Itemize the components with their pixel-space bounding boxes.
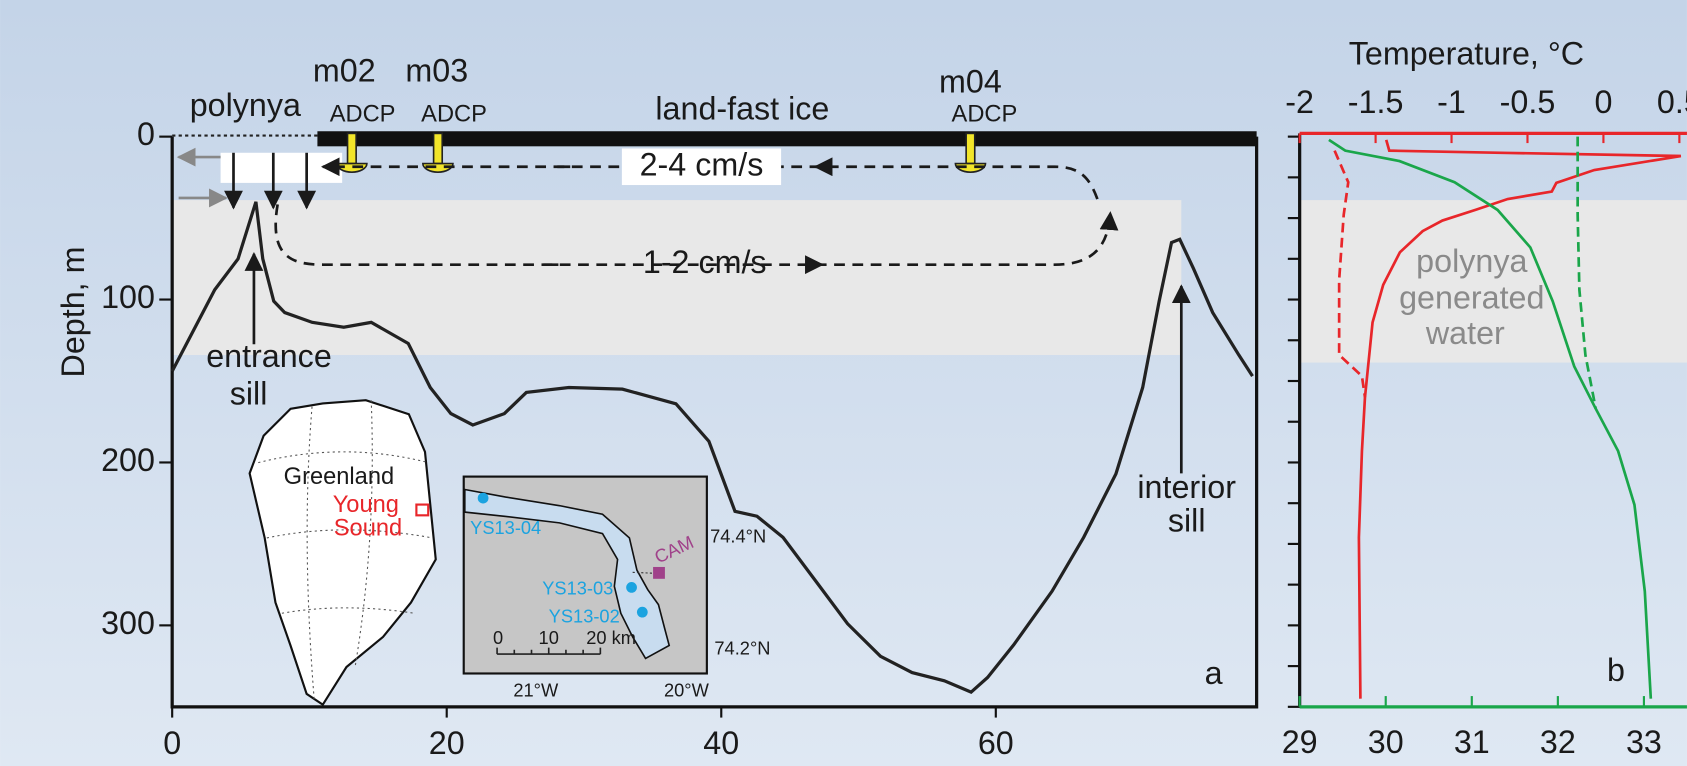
panel-a-decor — [172, 131, 1257, 707]
annotations: polynya m02 m03 m04 ADCP ADCP ADCP land-… — [55, 35, 1625, 700]
x2-tick-label: 0 — [1594, 84, 1612, 120]
map-label: Sound — [334, 516, 402, 542]
fjord — [463, 488, 671, 660]
scale-label: 0 — [493, 627, 503, 648]
bathymetry-line — [170, 201, 1254, 695]
location-box — [415, 503, 430, 517]
scale-bar — [496, 647, 602, 655]
annotation: sill — [1168, 502, 1206, 538]
annotation: m03 — [405, 53, 468, 89]
y-tick-label: 300 — [101, 605, 155, 641]
y-tick-label: 100 — [101, 279, 155, 315]
annotation: water — [1425, 315, 1505, 351]
x-tick-label: 32 — [1540, 724, 1576, 760]
graticule — [258, 400, 433, 700]
annotation: ADCP — [330, 101, 396, 127]
label-box — [621, 148, 782, 186]
gray-arrows — [176, 147, 228, 208]
annotation: interior — [1137, 469, 1236, 505]
y-tick-label: 200 — [101, 442, 155, 478]
profile-line — [1357, 139, 1682, 699]
x2-tick-label: 0.5 — [1657, 84, 1687, 120]
annotation: entrance — [206, 338, 332, 374]
annotation: 1-2 cm/s — [643, 244, 767, 280]
annotation: polynya — [1416, 243, 1527, 279]
land-fast-ice — [317, 131, 1257, 147]
map-label: Young — [333, 492, 399, 518]
cam-site — [653, 566, 665, 579]
arrows — [224, 153, 1191, 474]
panel-label: a — [1205, 655, 1223, 691]
profile-line — [1576, 136, 1598, 409]
axis-frame — [170, 136, 1259, 709]
coord-label: 20°W — [664, 680, 710, 701]
x-tick-label: 40 — [703, 725, 739, 761]
map-label: Greenland — [284, 464, 394, 490]
annotation: m04 — [939, 63, 1002, 99]
x-tick-label: 30 — [1368, 724, 1404, 760]
coord-label: 74.4°N — [710, 526, 766, 547]
y-axis-label: Depth, m — [55, 247, 91, 378]
x2-axis-label: Temperature, °C — [1349, 35, 1584, 71]
station-label: YS13-02 — [549, 605, 620, 626]
profile-line — [1328, 138, 1653, 699]
scale-label: 20 km — [586, 627, 636, 648]
annotation: sill — [230, 375, 268, 411]
x2-tick-label: -2 — [1285, 84, 1314, 120]
annotation: polynya — [190, 87, 301, 123]
annotation: land-fast ice — [655, 90, 829, 126]
x2-tick-label: -1.5 — [1348, 84, 1404, 120]
x-tick-label: 0 — [163, 725, 181, 761]
scale-label: 10 — [539, 627, 559, 648]
panel-label: b — [1607, 652, 1625, 688]
water-band — [1299, 200, 1687, 363]
y-tick-label: 0 — [137, 116, 155, 152]
x-tick-label: 60 — [978, 725, 1014, 761]
station-label: YS13-04 — [470, 517, 541, 538]
annotation: m02 — [313, 53, 376, 89]
panel-b: -2 -1.5 -1 -0.5 0 0.5 29 30 31 32 33 — [1282, 84, 1687, 760]
x-tick-label: 29 — [1282, 724, 1318, 760]
profile-line — [1333, 150, 1367, 398]
x2-tick-label: -0.5 — [1500, 84, 1556, 120]
x2-tick-label: -1 — [1437, 84, 1466, 120]
annotation: generated — [1399, 280, 1544, 316]
stations — [477, 492, 648, 618]
annotation: 2-4 cm/s — [640, 146, 764, 182]
annotation: ADCP — [421, 101, 487, 127]
station-label: YS13-03 — [542, 577, 613, 598]
x-tick-label: 33 — [1626, 724, 1662, 760]
x-tick-label: 31 — [1454, 724, 1490, 760]
coord-label: 74.2°N — [714, 638, 770, 659]
x-tick-label: 20 — [429, 725, 465, 761]
annotation: ADCP — [952, 101, 1018, 127]
coord-label: 21°W — [513, 680, 559, 701]
greenland-map — [248, 399, 437, 707]
water-band — [172, 200, 1182, 356]
